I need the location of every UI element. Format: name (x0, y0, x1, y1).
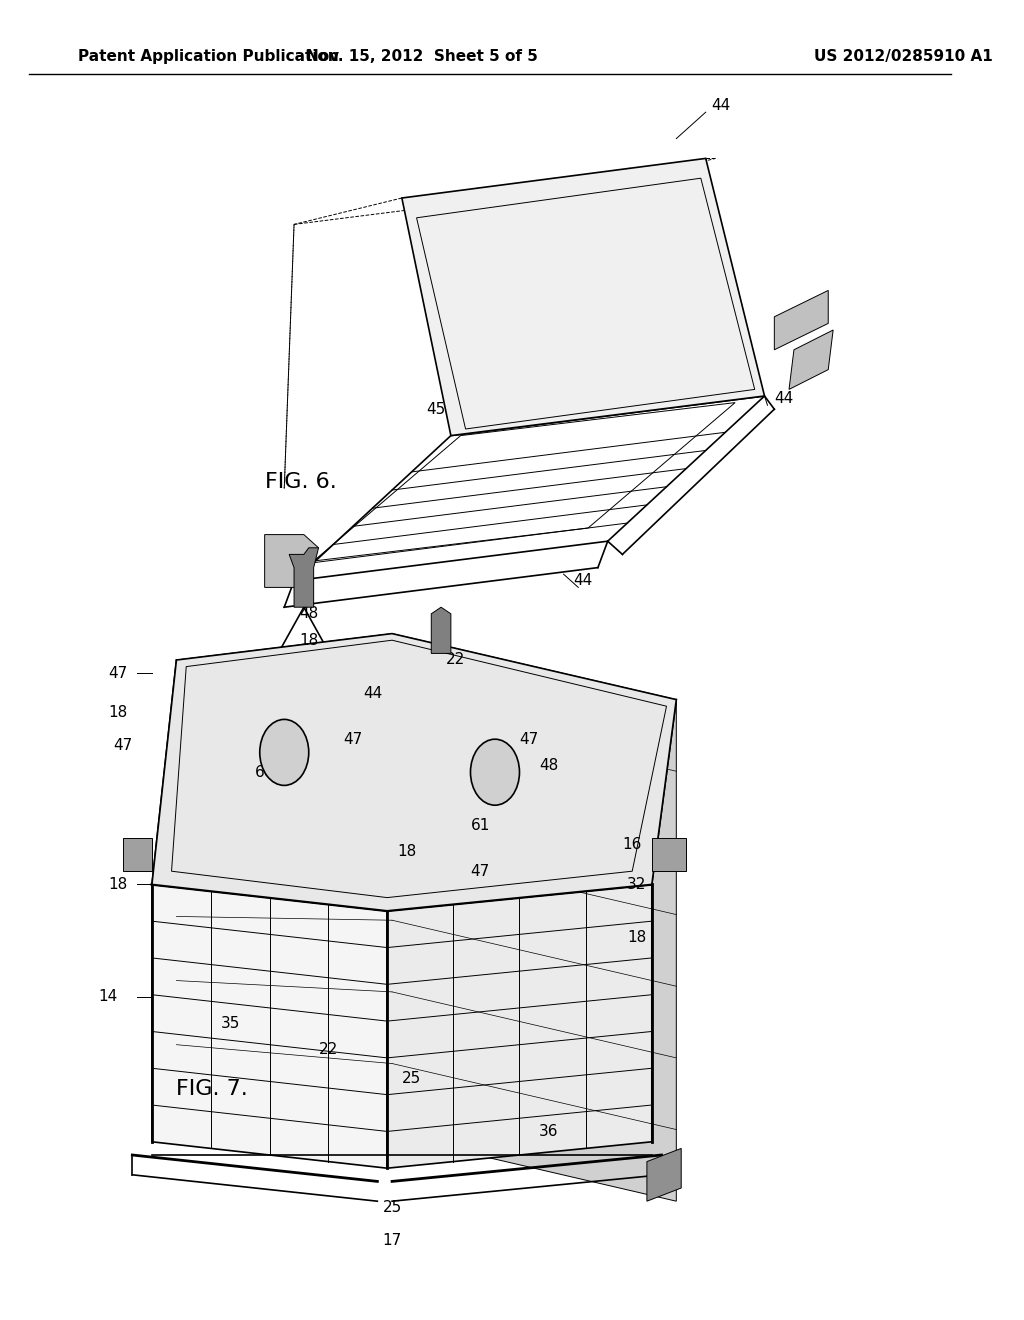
Text: FIG. 6.: FIG. 6. (264, 471, 337, 492)
Text: 18: 18 (397, 843, 417, 859)
Text: 18: 18 (109, 705, 127, 721)
Polygon shape (264, 535, 318, 587)
Polygon shape (652, 838, 686, 871)
Polygon shape (431, 607, 451, 653)
Polygon shape (152, 634, 676, 911)
Polygon shape (176, 634, 392, 1135)
Polygon shape (392, 634, 676, 1201)
Polygon shape (401, 158, 765, 436)
Text: 44: 44 (573, 573, 593, 589)
Polygon shape (387, 884, 652, 1168)
Text: 22: 22 (446, 652, 465, 668)
Text: Nov. 15, 2012  Sheet 5 of 5: Nov. 15, 2012 Sheet 5 of 5 (305, 49, 538, 65)
Text: 44: 44 (774, 391, 794, 407)
Text: 22: 22 (318, 1041, 338, 1057)
Text: 47: 47 (343, 731, 362, 747)
Text: 47: 47 (113, 738, 132, 754)
Text: 44: 44 (362, 685, 382, 701)
Text: FIG. 7.: FIG. 7. (176, 1078, 248, 1100)
Text: 47: 47 (109, 665, 127, 681)
Text: 17: 17 (382, 1233, 401, 1249)
Text: 35: 35 (220, 1015, 240, 1031)
Text: 18: 18 (299, 632, 318, 648)
Polygon shape (152, 884, 387, 1168)
Text: 45: 45 (573, 391, 593, 407)
Circle shape (260, 719, 309, 785)
Text: 14: 14 (98, 989, 118, 1005)
Circle shape (470, 739, 519, 805)
Text: 25: 25 (402, 1071, 421, 1086)
Text: 47: 47 (471, 863, 489, 879)
Polygon shape (774, 290, 828, 350)
Text: 47: 47 (519, 731, 539, 747)
Text: US 2012/0285910 A1: US 2012/0285910 A1 (813, 49, 992, 65)
Text: 45: 45 (427, 401, 445, 417)
Text: Patent Application Publication: Patent Application Publication (79, 49, 339, 65)
Polygon shape (790, 330, 834, 389)
Text: 60: 60 (255, 764, 274, 780)
Polygon shape (647, 1148, 681, 1201)
Text: 16: 16 (623, 837, 642, 853)
Text: 18: 18 (109, 876, 127, 892)
Text: 36: 36 (540, 1123, 559, 1139)
Polygon shape (123, 838, 152, 871)
Text: 18: 18 (628, 929, 646, 945)
Text: 44: 44 (285, 727, 304, 743)
Text: 48: 48 (540, 758, 558, 774)
Text: 44: 44 (711, 98, 730, 114)
Text: 48: 48 (299, 606, 318, 622)
Text: 61: 61 (471, 817, 489, 833)
Text: 49: 49 (471, 305, 489, 321)
Polygon shape (289, 548, 318, 607)
Text: 25: 25 (382, 1200, 401, 1216)
Text: 46: 46 (711, 329, 730, 345)
Text: 32: 32 (628, 876, 647, 892)
